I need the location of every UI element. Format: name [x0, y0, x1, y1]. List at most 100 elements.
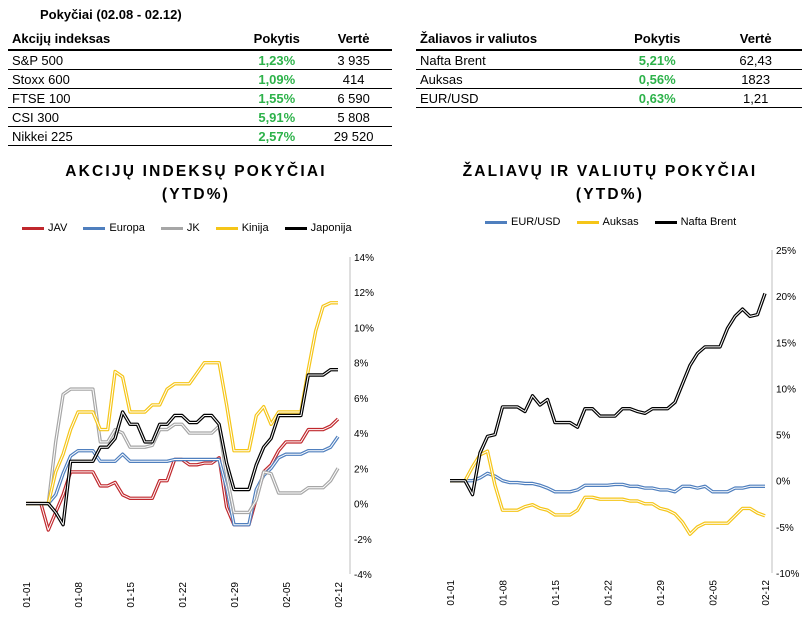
indices-table: Akcijų indeksas Pokytis Vertė S&P 500 1,2…	[8, 27, 392, 146]
legend-item: JK	[160, 222, 200, 234]
legend-item: EUR/USD	[485, 216, 561, 228]
legend-swatch	[22, 226, 44, 230]
indices-row-name: CSI 300	[8, 107, 239, 127]
y-tick-label: 20%	[776, 292, 796, 303]
commodities-table: Žaliavos ir valiutos Pokytis Vertė Nafta…	[416, 27, 802, 108]
indices-row-value: 414	[315, 69, 392, 89]
legend-commodities: EUR/USD Auksas Nafta Brent	[485, 216, 736, 228]
x-tick-label: 01-01	[22, 582, 33, 608]
commodities-table-header: Žaliavos ir valiutos Pokytis Vertė	[416, 27, 802, 51]
legend-item: Japonija	[284, 222, 352, 234]
commodities-row: Auksas 0,56% 1823	[416, 69, 802, 89]
series-line	[26, 301, 338, 506]
commodities-row: EUR/USD 0,63% 1,21	[416, 88, 802, 108]
y-tick-label: 4%	[354, 429, 369, 440]
legend-indices: JAV Europa JK Kinija Japonija	[22, 222, 352, 234]
indices-row-name: FTSE 100	[8, 88, 239, 108]
x-tick-label: 01-15	[551, 580, 562, 606]
y-tick-label: 12%	[354, 288, 374, 299]
indices-row-value: 29 520	[315, 126, 392, 146]
legend-label: JAV	[48, 222, 68, 234]
indices-header-value: Vertė	[315, 27, 392, 51]
legend-label: Nafta Brent	[680, 216, 737, 228]
chart-commodities: -10% -5% 0% 5% 10% 15% 20% 25% 01-01 01-08 01-15 01…	[446, 246, 799, 606]
indices-table-header: Akcijų indeksas Pokytis Vertė	[8, 27, 392, 51]
legend-swatch	[160, 226, 183, 230]
series-line	[26, 417, 340, 532]
chart-title-indices-line1: AKCIJŲ INDEKSŲ POKYČIAI	[65, 163, 327, 180]
indices-row: S&P 500 1,23% 3 935	[8, 50, 392, 70]
indices-row-change: 1,23%	[238, 50, 316, 70]
x-tick-label: 02-12	[334, 582, 345, 608]
chart-title-commodities-line2: (YTD%)	[575, 186, 645, 203]
y-tick-label: 14%	[354, 253, 374, 264]
legend-label: Kinija	[241, 222, 269, 234]
commodities-row-value: 1823	[709, 69, 802, 89]
y-tick-label: 2%	[354, 464, 369, 475]
legend-label: Europa	[109, 222, 145, 234]
indices-row-value: 5 808	[315, 107, 392, 127]
series-line	[26, 387, 340, 515]
y-tick-label: 10%	[354, 323, 374, 334]
commodities-header-change: Pokytis	[605, 27, 710, 51]
series-line	[26, 435, 340, 527]
chart-title-commodities: ŽALIAVŲ IR VALIUTŲ POKYČIAI (YTD%)	[414, 160, 806, 206]
x-tick-label: 01-22	[178, 582, 189, 608]
indices-row: Nikkei 225 2,57% 29 520	[8, 126, 392, 146]
chart-title-indices-line2: (YTD%)	[161, 186, 231, 203]
series-line	[26, 367, 338, 527]
commodities-row-value: 62,43	[709, 50, 802, 70]
series-line	[450, 449, 766, 536]
x-tick-label: 01-22	[604, 580, 615, 606]
legend-item: Europa	[83, 222, 145, 234]
legend-swatch	[284, 226, 307, 230]
y-tick-label: 5%	[776, 431, 791, 442]
x-tick-label: 01-08	[499, 580, 510, 606]
x-tick-label: 01-29	[656, 580, 667, 606]
indices-row-change: 5,91%	[238, 107, 316, 127]
series-line	[450, 292, 767, 497]
legend-swatch	[215, 226, 238, 230]
commodities-row: Nafta Brent 5,21% 62,43	[416, 50, 802, 70]
indices-header-name: Akcijų indeksas	[8, 27, 239, 51]
period-label: Pokyčiai (02.08 - 02.12)	[40, 7, 182, 22]
y-tick-label: 10%	[776, 384, 796, 395]
y-tick-label: 6%	[354, 394, 369, 405]
x-tick-label: 02-05	[282, 582, 293, 608]
commodities-row-name: EUR/USD	[416, 88, 606, 108]
indices-row-change: 2,57%	[238, 126, 316, 146]
indices-row-change: 1,55%	[238, 88, 316, 108]
y-tick-label: 0%	[354, 500, 369, 511]
legend-swatch	[485, 220, 507, 224]
commodities-header-value: Vertė	[709, 27, 802, 51]
x-tick-label: 01-08	[74, 582, 85, 608]
legend-label: EUR/USD	[511, 216, 561, 228]
series-line	[450, 471, 765, 494]
indices-row-name: Nikkei 225	[8, 126, 239, 146]
y-tick-label: 8%	[354, 359, 369, 370]
indices-row-name: Stoxx 600	[8, 69, 239, 89]
commodities-row-change: 0,63%	[605, 88, 710, 108]
indices-row: Stoxx 600 1,09% 414	[8, 69, 392, 89]
legend-swatch	[654, 220, 677, 224]
y-tick-label: -4%	[354, 570, 372, 581]
y-tick-label: -2%	[354, 535, 372, 546]
y-tick-label: 0%	[776, 477, 791, 488]
legend-item: Nafta Brent	[654, 216, 737, 228]
legend-swatch	[576, 220, 599, 224]
x-tick-label: 02-05	[709, 580, 720, 606]
indices-row: CSI 300 5,91% 5 808	[8, 107, 392, 127]
legend-label: Japonija	[310, 222, 352, 234]
commodities-row-name: Auksas	[416, 69, 606, 89]
chart-title-commodities-line1: ŽALIAVŲ IR VALIUTŲ POKYČIAI	[462, 163, 758, 180]
indices-header-change: Pokytis	[238, 27, 316, 51]
commodities-row-name: Nafta Brent	[416, 50, 606, 70]
legend-label: Auksas	[602, 216, 639, 228]
y-tick-label: -5%	[776, 523, 794, 534]
indices-row-name: S&P 500	[8, 50, 239, 70]
indices-row: FTSE 100 1,55% 6 590	[8, 88, 392, 108]
commodities-header-name: Žaliavos ir valiutos	[416, 27, 606, 51]
legend-item: JAV	[22, 222, 67, 234]
x-tick-label: 01-29	[230, 582, 241, 608]
commodities-row-value: 1,21	[709, 88, 802, 108]
